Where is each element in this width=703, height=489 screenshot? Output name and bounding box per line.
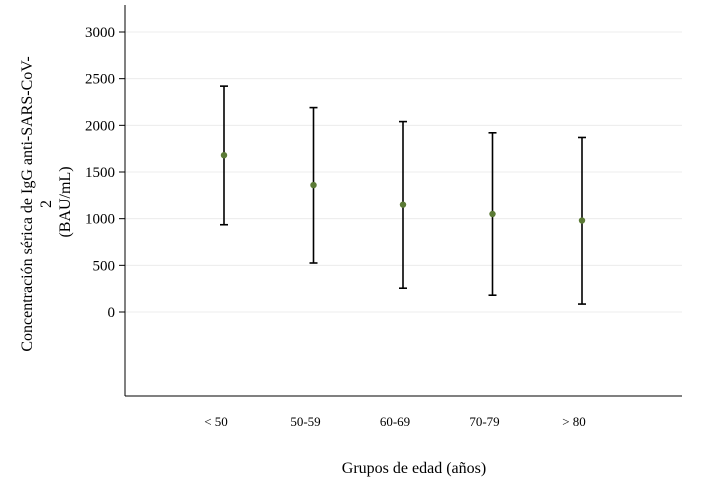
y-tick-label: 2500	[85, 72, 115, 88]
y-axis-label: Concentración sérica de IgG anti-SARS-Co…	[19, 52, 74, 351]
mean-point	[578, 217, 586, 224]
mean-point	[399, 201, 407, 208]
error-bars	[220, 85, 586, 305]
x-tick-label: 50-59	[290, 414, 320, 429]
y-tick-label: 0	[108, 305, 116, 321]
y-axis-label-line-2: 2	[38, 200, 55, 208]
y-axis-label-line-3: (BAU/mL)	[57, 166, 74, 237]
y-axis-label-line-1: Concentración sérica de IgG anti-SARS-Co…	[19, 56, 36, 351]
y-tick-label: 1500	[85, 165, 115, 181]
y-tick-label: 500	[93, 258, 116, 274]
x-tick-label: 60-69	[380, 414, 410, 429]
mean-point	[489, 210, 496, 218]
y-tick-label: 1000	[85, 212, 115, 228]
y-tick-labels: 0 500 1000 1500 2000 2500 3000	[85, 25, 125, 321]
y-tick-label: 2000	[85, 118, 115, 134]
mean-point	[220, 152, 228, 159]
x-tick-labels: < 50 50-59 60-69 70-79 > 80	[204, 414, 586, 429]
x-axis-label: Grupos de edad (años)	[342, 460, 486, 477]
x-tick-label: > 80	[562, 414, 586, 429]
x-tick-label: < 50	[204, 414, 228, 429]
axes	[124, 5, 682, 397]
mean-points	[220, 152, 586, 224]
x-tick-label: 70-79	[469, 414, 499, 429]
mean-point	[310, 181, 317, 189]
y-tick-label: 3000	[85, 25, 115, 41]
